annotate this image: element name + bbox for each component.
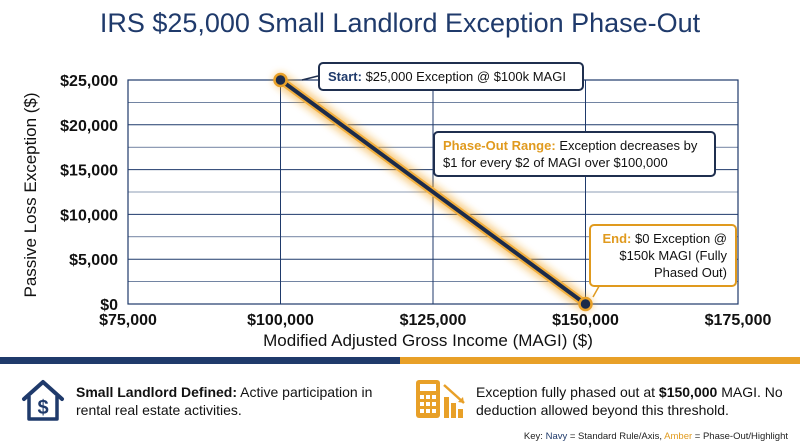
footer-threshold-pre: Exception fully phased out at	[476, 384, 656, 400]
phase-out-callout-text: Exception decreases by $1 for every $2 o…	[443, 138, 698, 170]
y-tick-label: $15,000	[60, 163, 118, 180]
footer-threshold-amount: $150,000	[658, 384, 718, 400]
x-tick-label: $175,000	[705, 312, 772, 329]
start-callout-label: Start:	[328, 69, 362, 84]
start-callout-connector	[301, 75, 319, 81]
start-callout-text: $25,000 Exception @ $100k MAGI	[365, 69, 566, 84]
footer-threshold-note: Exception fully phased out at $150,000 M…	[476, 383, 796, 419]
end-callout-label: End:	[602, 231, 632, 246]
key-navy: Navy	[545, 431, 568, 442]
y-tick-label: $5,000	[69, 252, 118, 269]
data-point	[578, 296, 593, 312]
data-point	[273, 72, 288, 88]
y-tick-label: $25,000	[60, 73, 118, 90]
y-tick-label: $20,000	[60, 118, 118, 135]
house-dollar-icon: $	[22, 380, 64, 421]
phase-out-callout-label: Phase-Out Range:	[443, 138, 556, 153]
key-prefix: Key:	[523, 431, 543, 442]
footer-definition-label: Small Landlord Defined:	[76, 384, 238, 400]
x-tick-label: $150,000	[552, 312, 619, 329]
end-callout-text: $0 Exception @ $150k MAGI (Fully Phased …	[619, 231, 727, 280]
key-amber: Amber	[664, 431, 693, 442]
x-tick-label: $125,000	[400, 312, 467, 329]
x-tick-label: $75,000	[99, 312, 157, 329]
key-navy-desc: = Standard Rule/Axis,	[569, 431, 663, 442]
svg-text:$: $	[37, 397, 48, 419]
x-tick-label: $100,000	[247, 312, 314, 329]
chart-title: IRS $25,000 Small Landlord Exception Pha…	[99, 8, 701, 38]
y-axis-title: Passive Loss Exception ($)	[21, 92, 40, 297]
color-key: Key: Navy = Standard Rule/Axis, Amber = …	[524, 431, 788, 442]
y-tick-label: $0	[100, 297, 118, 314]
phase-out-line	[278, 78, 588, 306]
footer-threshold-post: MAGI. No deduction allowed beyond this t…	[476, 384, 783, 418]
footer-divider	[0, 357, 800, 364]
footer-definition: Small Landlord Defined: Active participa…	[76, 383, 376, 419]
end-callout: End: $0 Exception @ $150k MAGI (Fully Ph…	[589, 224, 737, 287]
y-tick-label: $10,000	[60, 207, 118, 224]
calculator-chart-icon	[416, 380, 465, 418]
key-amber-desc: = Phase-Out/Highlight	[694, 431, 788, 442]
footer-definition-text: Active participation in rental real esta…	[76, 384, 373, 418]
start-callout: Start: $25,000 Exception @ $100k MAGI	[318, 62, 584, 91]
phase-out-callout: Phase-Out Range: Exception decreases by …	[433, 131, 716, 177]
x-axis-title: Modified Adjusted Gross Income (MAGI) ($…	[263, 331, 593, 350]
